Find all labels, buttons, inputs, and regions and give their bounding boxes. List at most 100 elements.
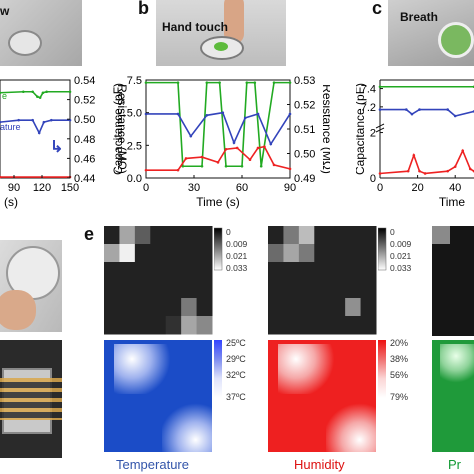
chart-c-point: [410, 112, 414, 116]
chart-b-right-tick-label: 0.49: [294, 173, 315, 185]
panel-letter-b: b: [138, 0, 149, 18]
heatmap-temperature-cell: [150, 316, 167, 335]
chart-a-point: [42, 120, 46, 124]
photo-label-b: Hand touch: [162, 20, 228, 34]
chart-b-point: [259, 164, 263, 168]
chart-b-left-tick-label: 5.0: [127, 108, 142, 120]
heatmap-humidity-cell: [345, 316, 362, 335]
thumb: [0, 290, 36, 330]
chart-c-point: [405, 108, 408, 111]
chart-c-point: [418, 108, 421, 111]
heatmap-temperature-cell: [150, 226, 167, 245]
heatmap-humidity-cell: [314, 280, 331, 299]
map-temperature: [104, 340, 212, 452]
chart-a-x-tick-label: 150: [61, 182, 79, 194]
chart-a-x-label: (s): [4, 195, 18, 209]
chart-c-point: [446, 169, 449, 173]
chart-b-right-tick-label: 0.52: [294, 100, 315, 112]
heatmap-humidity-cell: [345, 298, 362, 317]
colorbar-temperature-capacitance-tick-label: 0.021: [226, 251, 248, 261]
gold-leads: [0, 378, 62, 420]
chart-b-right-tick-label: 0.53: [294, 75, 315, 87]
chart-a-series-line: [0, 90, 70, 99]
heatmap-humidity-cell: [268, 262, 284, 281]
chart-b-point: [176, 112, 180, 116]
heatmap-humidity-cell: [298, 226, 315, 245]
colorbar-humidity-capacitance-tick-label: 0.033: [390, 263, 412, 273]
panel-letter-c: c: [372, 0, 383, 18]
chart-c-point: [378, 172, 382, 175]
chart-b-right-tick-label: 0.51: [294, 124, 315, 136]
heatmap-humidity-cell: [283, 316, 300, 335]
chart-c-point: [461, 149, 465, 153]
heatmap-humidity-cell: [314, 262, 331, 281]
chart-b: 7.5 5.0 2.5 0.0 0.53 0.52 0.51 0.50 0.49 0 30 60 90 T…: [111, 75, 330, 209]
colorbar-temperature-capacitance-bar: [214, 227, 223, 271]
chart-c-left-tick-label: 7.2: [361, 102, 376, 114]
hot-spot: [326, 402, 376, 452]
chart-a-point: [0, 175, 2, 179]
heatmap-temperature-cell: [134, 226, 151, 245]
heatmap-humidity-cell: [329, 244, 346, 263]
chart-b-point: [200, 164, 204, 168]
heatmap-humidity-capacitance: [268, 226, 377, 335]
chart-a-point: [22, 90, 25, 94]
heatmap-temperature-cell: [165, 298, 182, 317]
colorbar-tick: 38%: [390, 354, 409, 364]
chart-c-x-tick-label: 40: [449, 182, 461, 194]
chart-b-point: [288, 112, 292, 116]
heatmap-humidity-cell: [360, 298, 377, 317]
chart-a-point: [38, 96, 42, 99]
heatmap-temperature-cell: [134, 298, 151, 317]
colorbar-tick: 29ºC: [226, 354, 246, 364]
chart-b-point: [272, 163, 276, 167]
heatmap-humidity-cell: [345, 244, 362, 263]
photo-a: [0, 0, 82, 66]
heatmap-temperature-cell: [181, 316, 198, 335]
chart-c-point: [468, 167, 472, 171]
heatmap-temperature-cell: [134, 244, 151, 263]
heatmap-temperature-cell: [119, 316, 136, 335]
heatmap-temperature-cell: [165, 280, 182, 299]
heatmap-temperature-capacitance: [104, 226, 213, 335]
chart-a-point: [41, 91, 45, 95]
heatmap-temperature-cell: [150, 244, 167, 263]
chart-b-point: [205, 81, 209, 84]
heatmap-temperature-cell: [150, 262, 167, 281]
chart-b-point: [176, 81, 180, 84]
chart-a-point: [68, 90, 72, 94]
heatmap-temperature-cell: [150, 280, 167, 299]
colorbar-temperature-capacitance-tick-label: 0.033: [226, 263, 248, 273]
sensor-patch: [8, 30, 42, 56]
chart-a-right-tick-label: 0.50: [74, 114, 95, 126]
heatmap-humidity-cell: [314, 316, 331, 335]
photo-label-c: Breath: [400, 10, 439, 24]
colorbar-tick: 79%: [390, 392, 409, 402]
chart-a-point: [17, 118, 20, 122]
caption-pressure: Pr: [448, 457, 461, 472]
colorbar-temperature-capacitance: 0 0.009 0.021 0.033: [214, 227, 248, 273]
chart-c-point: [418, 169, 421, 173]
chart-b-point: [243, 116, 247, 120]
chart-b-x-label: Time (s): [196, 195, 240, 209]
colorbar-humidity-capacitance-bar: [378, 227, 387, 271]
chart-b-right-tick-label: 0.50: [294, 149, 315, 161]
heatmap-humidity-cell: [298, 316, 315, 335]
chart-b-point: [256, 146, 260, 150]
chart-a-point: [0, 91, 2, 95]
colorbar-humidity-capacitance: 0 0.009 0.021 0.033: [378, 227, 412, 273]
chart-b-point: [253, 81, 257, 84]
chart-b-point: [144, 112, 148, 116]
heatmap-humidity-cell: [268, 298, 284, 317]
hot-spot: [162, 402, 212, 452]
chart-b-left-tick-label: 2.5: [127, 140, 142, 152]
heatmap-temperature-cell: [104, 280, 120, 299]
chart-c-x-tick-label: 20: [411, 182, 423, 194]
chart-b-point: [256, 112, 260, 116]
chart-b-point: [240, 164, 244, 168]
heatmap-temperature-cell: [134, 316, 151, 335]
caption-humidity: Humidity: [294, 457, 345, 472]
panel-letter-e: e: [84, 224, 95, 244]
chart-a-right-axis-label: Resistance (MΩ): [115, 84, 129, 174]
